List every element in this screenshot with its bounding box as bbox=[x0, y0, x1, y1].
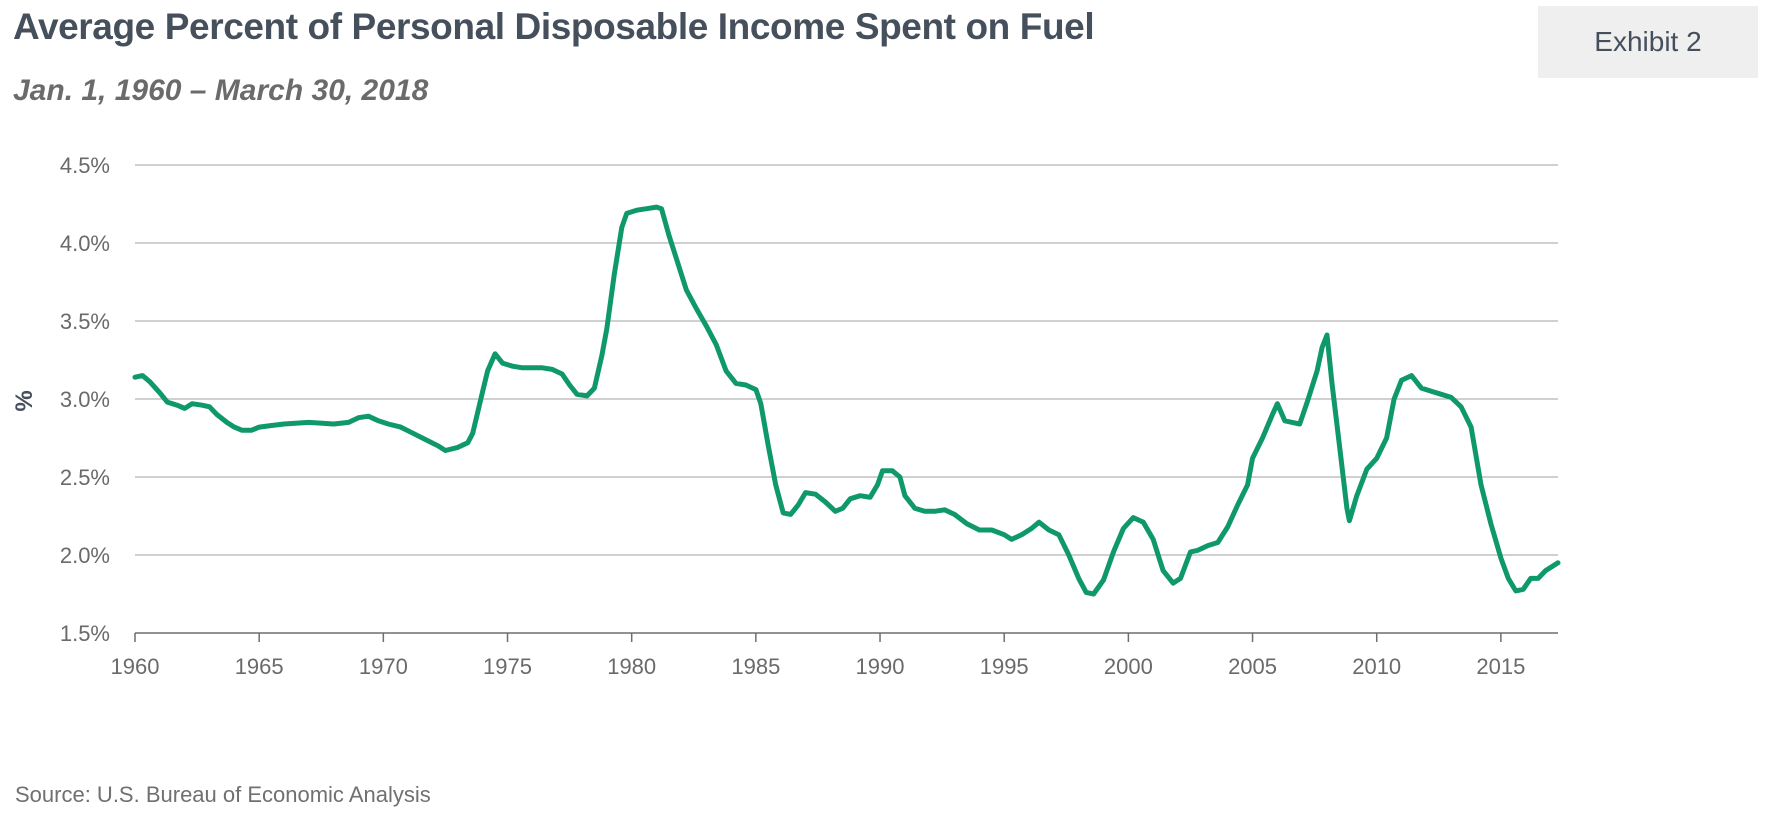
x-tick-label: 2000 bbox=[1104, 654, 1153, 679]
source-note: Source: U.S. Bureau of Economic Analysis bbox=[15, 782, 431, 807]
gridlines bbox=[135, 164, 1558, 556]
y-axis-ticks: 1.5% 2.0% 2.5% 3.0% 3.5% 4.0% 4.5% bbox=[60, 153, 110, 646]
x-axis: 1960 1965 1970 1975 1980 1985 1990 1995 2000 2005… bbox=[111, 632, 1558, 679]
x-tick-label: 1985 bbox=[731, 654, 780, 679]
x-tick-label: 1980 bbox=[607, 654, 656, 679]
y-tick-label: 1.5% bbox=[60, 621, 110, 646]
exhibit-badge: Exhibit 2 bbox=[1538, 6, 1758, 78]
x-tick-label: 2005 bbox=[1228, 654, 1277, 679]
exhibit-label: Exhibit 2 bbox=[1594, 26, 1702, 57]
x-tick-label: 1960 bbox=[111, 654, 160, 679]
x-tick-label: 1990 bbox=[856, 654, 905, 679]
y-tick-label: 2.0% bbox=[60, 543, 110, 568]
y-axis-label: % bbox=[11, 390, 38, 411]
x-tick-label: 1965 bbox=[235, 654, 284, 679]
x-tick-label: 1970 bbox=[359, 654, 408, 679]
x-tick-label: 1995 bbox=[980, 654, 1029, 679]
x-tick-label: 1975 bbox=[483, 654, 532, 679]
series-line bbox=[132, 204, 1561, 597]
chart-title: Average Percent of Personal Disposable I… bbox=[13, 6, 1095, 47]
y-tick-label: 2.5% bbox=[60, 465, 110, 490]
y-tick-label: 3.0% bbox=[60, 387, 110, 412]
x-tick-label: 2015 bbox=[1476, 654, 1525, 679]
y-tick-label: 3.5% bbox=[60, 309, 110, 334]
y-tick-label: 4.5% bbox=[60, 153, 110, 178]
chart-subtitle: Jan. 1, 1960 – March 30, 2018 bbox=[13, 74, 429, 107]
y-tick-label: 4.0% bbox=[60, 231, 110, 256]
x-tick-label: 2010 bbox=[1352, 654, 1401, 679]
